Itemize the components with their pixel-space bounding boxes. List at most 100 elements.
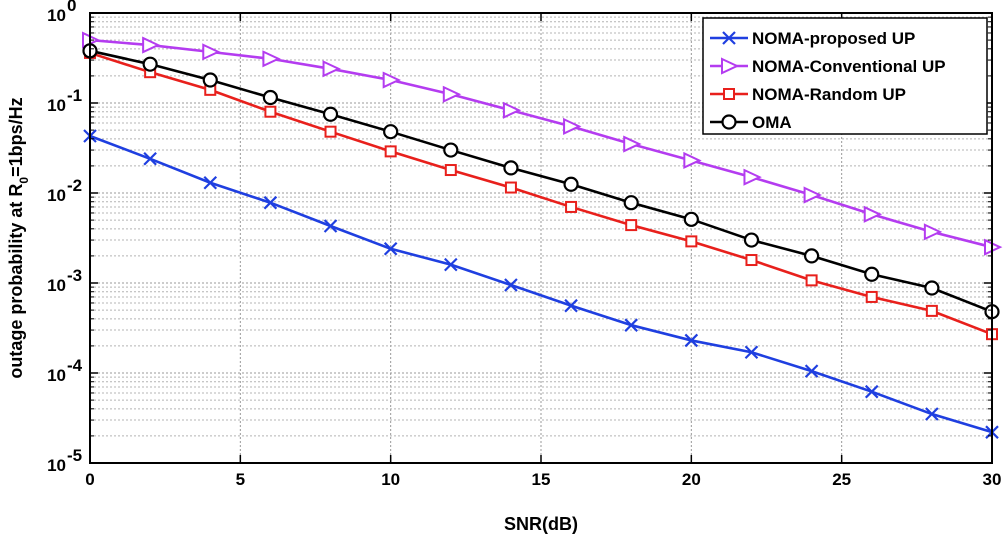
data-point-noma-random-up — [384, 145, 397, 158]
data-point-noma-proposed-up — [684, 333, 699, 348]
legend-marker — [723, 88, 735, 100]
data-point-noma-conventional-up — [442, 85, 462, 103]
series-line-oma — [89, 49, 993, 313]
legend-item-noma-conventional-up: NOMA-Conventional UP — [710, 57, 946, 76]
data-point-oma — [803, 248, 820, 264]
legend-box — [702, 17, 988, 135]
legend-label: NOMA-Random UP — [752, 85, 906, 104]
data-point-noma-conventional-up — [202, 43, 221, 61]
data-point-oma — [262, 89, 278, 106]
y-tick-label: 10 — [47, 96, 66, 115]
data-point-noma-conventional-up — [502, 101, 522, 119]
data-point-noma-proposed-up — [624, 318, 638, 332]
data-point-noma-proposed-up — [143, 152, 157, 166]
legend-label: NOMA-Conventional UP — [752, 57, 946, 76]
series-line-noma-random-up — [89, 51, 993, 336]
data-point-noma-random-up — [504, 181, 517, 194]
x-tick-label: 5 — [236, 470, 245, 489]
y-axis-title-subscript: 0 — [17, 177, 31, 184]
data-point-oma — [443, 142, 459, 158]
data-point-noma-conventional-up — [563, 117, 582, 135]
data-point-noma-random-up — [264, 105, 277, 118]
data-point-oma — [924, 280, 940, 296]
legend-marker — [721, 57, 740, 75]
data-point-noma-random-up — [444, 164, 457, 177]
data-point-oma — [202, 72, 218, 88]
y-tick-label: 10 — [47, 186, 66, 205]
x-tick-label: 30 — [983, 470, 1002, 489]
data-point-noma-random-up — [745, 254, 758, 267]
y-tick-label-exponent: -3 — [67, 266, 82, 285]
data-point-oma — [142, 56, 158, 72]
legend-label: NOMA-proposed UP — [752, 29, 915, 48]
data-point-noma-proposed-up — [564, 298, 578, 313]
data-point-oma — [743, 232, 760, 248]
x-tick-label: 25 — [832, 470, 851, 489]
x-tick-label: 15 — [532, 470, 551, 489]
data-point-noma-proposed-up — [804, 364, 819, 378]
y-tick-label: 10 — [47, 6, 66, 25]
legend-marker — [722, 31, 736, 45]
data-point-oma — [322, 106, 339, 122]
data-point-noma-random-up — [805, 274, 818, 287]
data-point-oma — [383, 124, 399, 140]
data-point-noma-proposed-up — [323, 219, 338, 233]
legend-marker — [721, 114, 737, 130]
data-point-noma-random-up — [625, 219, 638, 232]
y-tick-label-exponent: 0 — [67, 0, 76, 15]
y-axis-title-suffix: =1bps/Hz — [6, 97, 26, 177]
y-tick-label: 10 — [47, 276, 66, 295]
series-group — [82, 31, 1003, 439]
data-point-noma-conventional-up — [262, 50, 281, 68]
y-axis-title: outage probability at R0=1bps/Hz — [6, 97, 31, 378]
data-point-oma — [623, 195, 639, 211]
data-point-noma-proposed-up — [383, 242, 398, 256]
x-tick-label: 0 — [85, 470, 94, 489]
data-point-noma-conventional-up — [322, 60, 341, 78]
data-point-noma-proposed-up — [203, 175, 218, 190]
data-point-noma-proposed-up — [263, 195, 278, 210]
y-tick-label: 10 — [47, 456, 66, 475]
data-point-noma-conventional-up — [382, 71, 402, 89]
data-point-noma-random-up — [925, 304, 938, 317]
axis-ticks — [89, 12, 993, 464]
data-point-noma-proposed-up — [925, 407, 939, 421]
x-axis-title: SNR(dB) — [504, 514, 578, 534]
x-tick-label: 20 — [682, 470, 701, 489]
y-tick-label-exponent: -1 — [67, 86, 82, 105]
y-tick-label-exponent: -2 — [67, 176, 82, 195]
series-line-noma-conventional-up — [89, 38, 993, 249]
y-axis-title-prefix: outage probability at R — [6, 184, 26, 379]
series-oma — [82, 43, 1000, 320]
data-point-noma-random-up — [685, 235, 698, 248]
data-point-noma-random-up — [865, 290, 878, 303]
data-point-noma-conventional-up — [803, 186, 822, 204]
data-point-noma-conventional-up — [863, 205, 883, 223]
legend: NOMA-proposed UP NOMA-Conventional UP NOMA… — [702, 17, 988, 135]
legend-item-noma-proposed-up: NOMA-proposed UP — [710, 29, 915, 48]
data-point-oma — [864, 266, 880, 282]
y-tick-label: 10 — [47, 366, 66, 385]
x-tick-label: 10 — [381, 470, 400, 489]
data-point-noma-conventional-up — [743, 168, 762, 186]
data-point-noma-random-up — [324, 125, 337, 138]
data-point-noma-conventional-up — [623, 135, 642, 153]
legend-item-oma: OMA — [710, 113, 792, 132]
legend-item-noma-random-up: NOMA-Random UP — [710, 85, 906, 104]
data-point-noma-proposed-up — [864, 384, 879, 399]
y-tick-label-exponent: -4 — [67, 356, 83, 375]
data-point-noma-proposed-up — [444, 257, 458, 272]
data-point-noma-proposed-up — [744, 345, 759, 360]
data-point-noma-conventional-up — [683, 151, 702, 170]
data-point-noma-conventional-up — [923, 223, 943, 241]
data-point-noma-random-up — [565, 200, 578, 213]
data-point-noma-conventional-up — [142, 36, 161, 54]
data-point-oma — [683, 211, 699, 227]
legend-label: OMA — [752, 113, 792, 132]
data-point-oma — [503, 160, 519, 176]
data-point-oma — [563, 176, 579, 192]
series-line-noma-proposed-up — [89, 134, 993, 434]
series-noma-conventional-up — [82, 31, 1003, 256]
